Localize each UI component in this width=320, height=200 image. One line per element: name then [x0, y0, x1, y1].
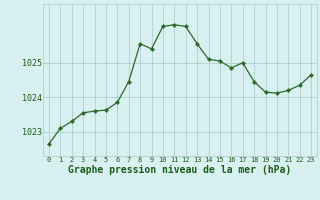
X-axis label: Graphe pression niveau de la mer (hPa): Graphe pression niveau de la mer (hPa): [68, 165, 292, 175]
